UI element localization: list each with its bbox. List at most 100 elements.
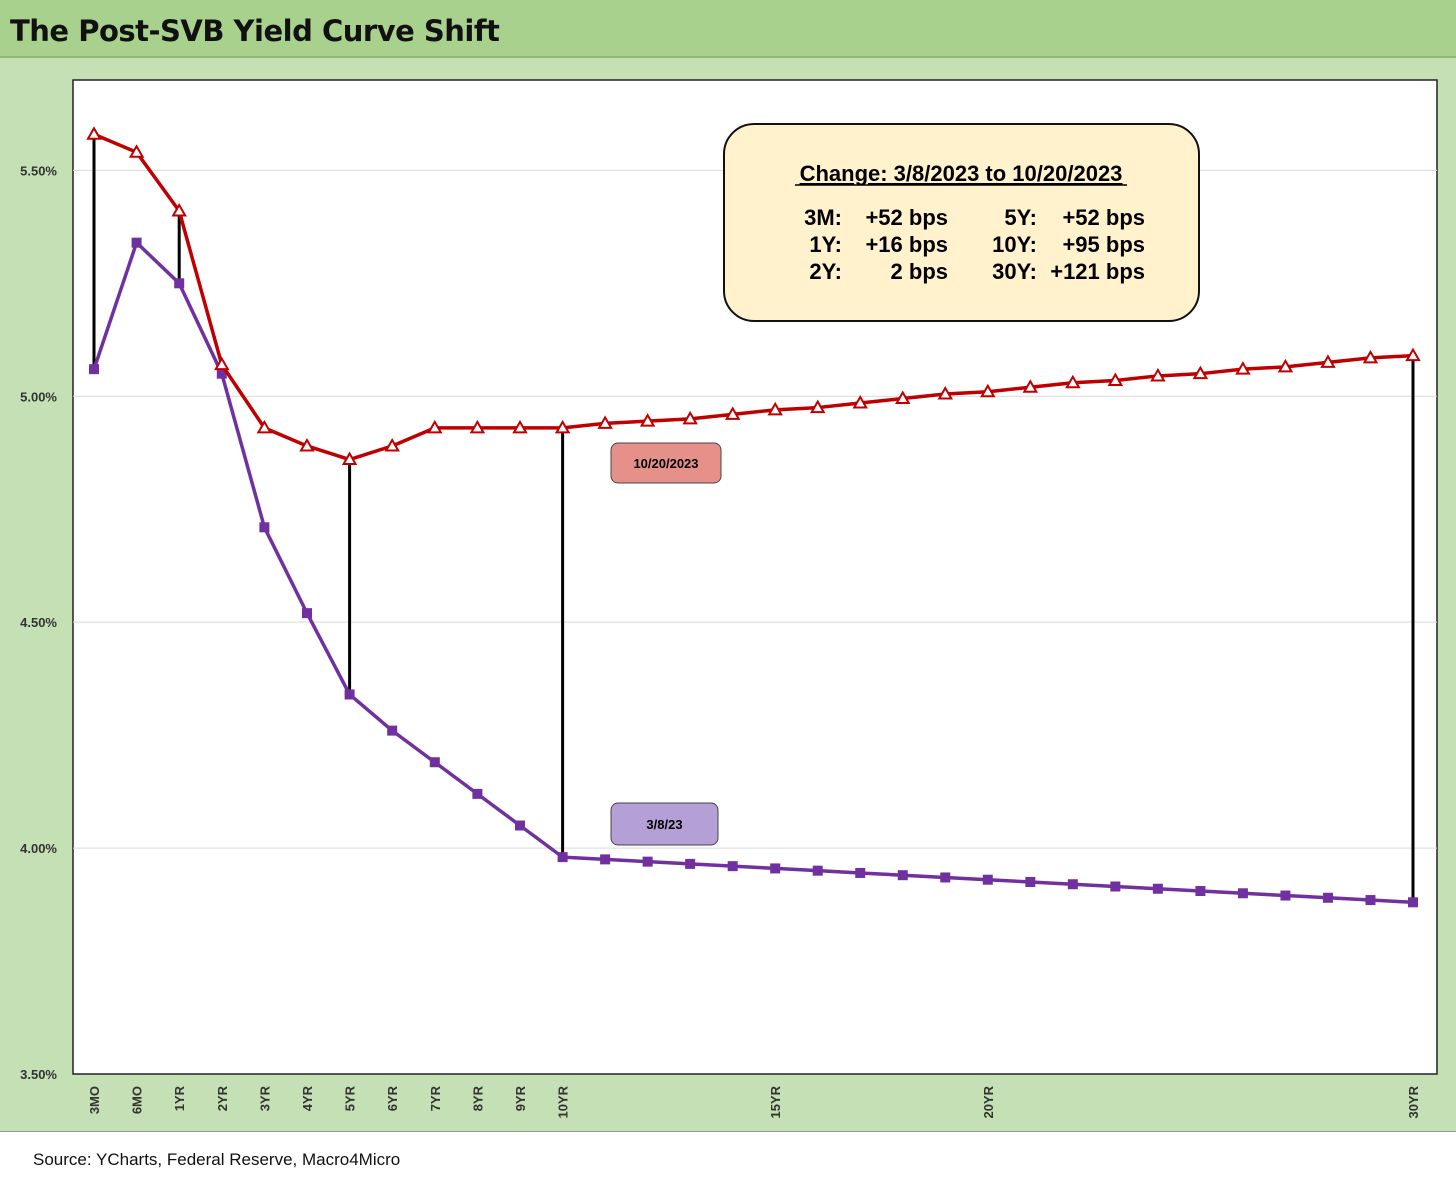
series-mar-point — [812, 865, 823, 876]
series-mar-point — [600, 854, 611, 865]
series-tag-mar-label: 3/8/23 — [646, 817, 682, 832]
annotation-value: +52 bps — [1062, 205, 1145, 230]
x-tick-label: 4YR — [300, 1085, 315, 1111]
series-oct-point — [171, 203, 187, 217]
title-bar: The Post-SVB Yield Curve Shift — [0, 0, 1456, 58]
series-oct-point — [767, 401, 783, 416]
x-tick-label: 3YR — [257, 1085, 272, 1111]
series-oct-point — [1065, 374, 1081, 389]
chart-area: 3.50% 4.00% 4.50% 5.00% 5.50% 3MO 6MO 1YR 2YR 3YR… — [0, 58, 1456, 1131]
x-tick-label: 15YR — [768, 1085, 783, 1118]
annotation-value: +121 bps — [1050, 259, 1145, 284]
series-mar-point — [89, 364, 99, 375]
series-oct-point — [256, 419, 273, 434]
series-mar-point — [1025, 876, 1036, 887]
annotation-label: 2Y: — [809, 259, 842, 284]
source-note: Source: YCharts, Federal Reserve, Macro4… — [33, 1150, 401, 1169]
series-oct-point — [980, 383, 996, 398]
x-tick-label: 6MO — [130, 1086, 145, 1114]
series-mar-point — [131, 237, 142, 248]
series-oct-point — [724, 406, 741, 420]
y-tick-label: 4.00% — [20, 841, 57, 856]
annotation-label: 30Y: — [992, 259, 1037, 284]
annotation-value: 2 bps — [891, 259, 948, 284]
annotation-value: +95 bps — [1062, 232, 1145, 257]
series-oct-point — [1150, 367, 1166, 382]
series-mar-point — [302, 608, 312, 619]
x-tick-label: 2YR — [215, 1085, 230, 1111]
x-tick-label: 6YR — [385, 1085, 400, 1111]
annotation-value: +16 bps — [865, 232, 948, 257]
series-oct-point — [128, 144, 145, 158]
series-mar-point — [1152, 883, 1163, 894]
x-tick-label: 5YR — [343, 1085, 358, 1111]
series-oct-point — [384, 437, 400, 452]
footer: Source: YCharts, Federal Reserve, Macro4… — [0, 1131, 1456, 1178]
series-mar-point — [1365, 895, 1376, 906]
series-oct-point — [554, 419, 571, 434]
y-tick-label: 4.50% — [20, 615, 57, 630]
series-oct-point — [809, 399, 826, 414]
series-mar-point — [855, 867, 866, 878]
x-tick-label: 3MO — [87, 1086, 102, 1114]
y-tick-label: 5.50% — [20, 163, 57, 178]
series-mar-point — [1408, 897, 1418, 908]
chart-title: The Post-SVB Yield Curve Shift — [10, 14, 500, 48]
series-mar-point — [557, 852, 568, 863]
yield-curve-chart: 3.50% 4.00% 4.50% 5.00% 5.50% 3MO 6MO 1YR 2YR 3YR… — [20, 79, 1438, 1119]
x-tick-label: 30YR — [1406, 1085, 1421, 1118]
series-mar-point — [259, 522, 270, 533]
series-oct-point — [1277, 358, 1294, 373]
series-mar-point — [515, 820, 525, 831]
series-oct-point — [852, 395, 868, 409]
series-mar-point — [642, 856, 653, 867]
series-oct-line — [93, 132, 1414, 462]
series-oct-point — [341, 451, 358, 466]
x-tick-label: 7YR — [428, 1085, 443, 1111]
series-oct-point — [1192, 365, 1209, 380]
series-mar-point — [174, 278, 185, 289]
annotation-title: Change: 3/8/2023 to 10/20/2023 — [800, 161, 1123, 186]
y-tick-label: 5.00% — [20, 389, 57, 404]
series-oct-point — [682, 410, 698, 425]
annotation-box — [723, 123, 1200, 322]
series-mar-point — [770, 863, 781, 874]
series-oct-point — [1022, 379, 1039, 393]
series-tag-oct — [610, 442, 722, 484]
series-oct-point — [1320, 354, 1336, 368]
x-tick-label: 20YR — [981, 1085, 996, 1118]
series-mar-point — [1195, 886, 1206, 897]
series-mar-point — [429, 757, 440, 768]
series-mar-point — [344, 689, 355, 700]
series-oct-point — [512, 419, 528, 434]
series-oct-point — [1362, 349, 1379, 364]
series-mar-point — [1237, 888, 1248, 899]
series-mar-point — [727, 861, 738, 872]
series-mar-point — [1067, 879, 1078, 890]
series-oct-point — [469, 419, 486, 434]
series-oct-point — [597, 415, 613, 429]
series-mar-line — [92, 240, 1414, 905]
annotation-label: 10Y: — [992, 232, 1037, 257]
series-oct-point — [1235, 361, 1251, 375]
series-mar-point — [1280, 890, 1291, 901]
series-oct-point — [214, 356, 230, 371]
x-tick-label: 1YR — [172, 1085, 187, 1111]
x-tick-label: 8YR — [470, 1085, 485, 1111]
series-oct-point — [895, 390, 911, 405]
series-mar-point — [1322, 892, 1333, 903]
series-oct-point — [86, 126, 102, 140]
series-oct-point — [299, 437, 315, 452]
series-mar-point — [387, 725, 398, 736]
series-oct-point — [1107, 372, 1124, 386]
annotation-value: +52 bps — [865, 205, 948, 230]
series-oct-point — [1405, 347, 1421, 362]
x-tick-label: 9YR — [513, 1085, 528, 1111]
series-mar-point — [982, 874, 993, 885]
series-oct-point — [937, 385, 954, 400]
series-tag-oct-label: 10/20/2023 — [633, 456, 698, 471]
series-mar-point — [897, 870, 908, 881]
series-mar-point — [472, 788, 483, 799]
annotation-label: 5Y: — [1004, 205, 1037, 230]
series-mar-point — [940, 872, 951, 883]
